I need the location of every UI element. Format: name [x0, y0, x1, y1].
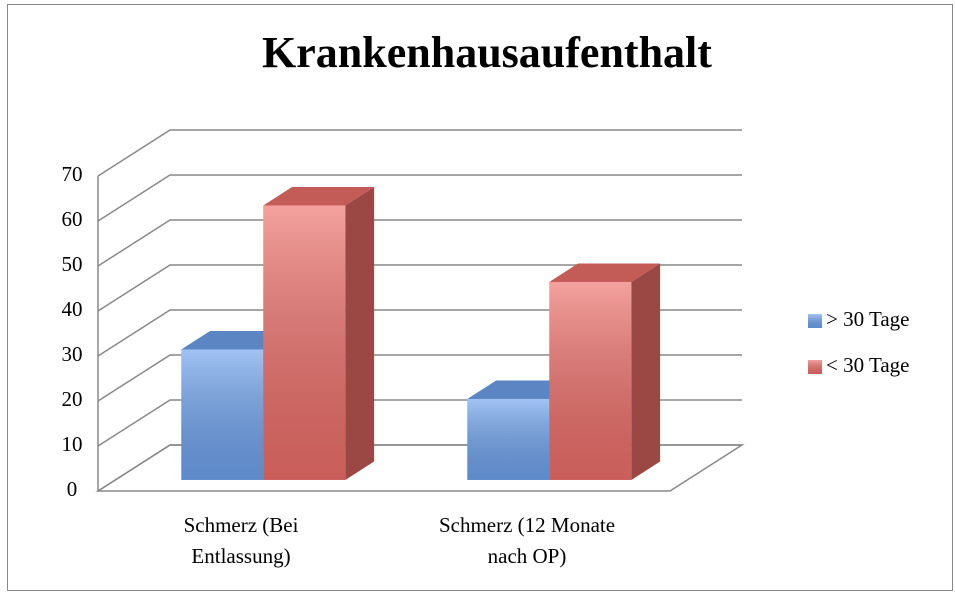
y-tick-label: 30 — [62, 342, 83, 366]
legend-swatch-shine — [808, 314, 822, 328]
y-tick-label: 40 — [62, 297, 83, 321]
grid-line — [97, 174, 742, 222]
legend-swatch-shine — [808, 360, 822, 374]
bar-shine — [549, 281, 632, 480]
y-tick-label: 70 — [62, 162, 83, 186]
bar-side — [631, 263, 661, 480]
bar-side-shade — [345, 187, 375, 480]
chart-border — [7, 4, 953, 591]
y-tick-label: 60 — [62, 207, 83, 231]
legend-label: > 30 Tage — [826, 307, 909, 331]
x-tick-label: nach OP) — [488, 544, 567, 568]
x-tick-label: Entlassung) — [191, 544, 290, 568]
bar-top — [549, 263, 661, 282]
bar-top — [263, 187, 375, 206]
bar-side-shade — [631, 263, 661, 480]
bar-shine — [263, 205, 346, 480]
y-tick-label: 20 — [62, 387, 83, 411]
x-tick-label: Schmerz (12 Monate — [439, 513, 615, 537]
bar-side — [345, 187, 375, 480]
grid-line — [97, 129, 742, 177]
legend-label: < 30 Tage — [826, 353, 909, 377]
chart-title: Krankenhausaufenthalt — [262, 28, 712, 77]
bar-shine — [467, 398, 550, 480]
y-tick-label: 50 — [62, 252, 83, 276]
bar-top-shade — [549, 263, 661, 282]
x-tick-label: Schmerz (Bei — [184, 513, 299, 537]
y-tick-label: 10 — [62, 432, 83, 456]
grid-line — [97, 264, 742, 312]
bar-top-shade — [263, 187, 375, 206]
bar-shine — [181, 349, 264, 480]
grid-line — [97, 219, 742, 267]
y-tick-label: 0 — [67, 477, 78, 501]
